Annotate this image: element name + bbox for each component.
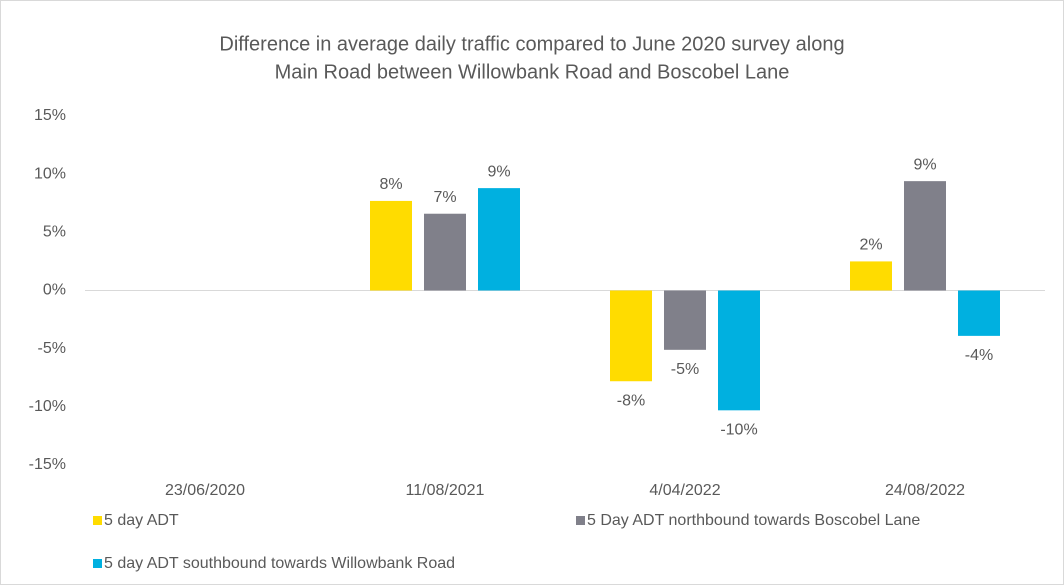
data-label: 7% [433,189,456,206]
y-tick-label: 10% [34,165,66,182]
data-label: 9% [487,163,510,180]
legend-swatch [93,559,102,568]
y-tick-label: -10% [29,398,66,415]
bar [478,188,520,291]
bar [718,290,760,411]
bar [610,290,652,382]
y-tick-label: -15% [29,456,66,473]
bar [958,290,1000,336]
bar [664,290,706,350]
bar [850,261,892,291]
data-label: -8% [617,392,645,409]
x-tick-label: 23/06/2020 [165,482,245,499]
data-label: -4% [965,347,993,364]
bar [370,200,412,291]
y-tick-label: -5% [38,340,66,357]
chart-title: Main Road between Willowbank Road and Bo… [275,61,790,83]
chart-title: Difference in average daily traffic comp… [219,33,844,55]
data-label: -5% [671,361,699,378]
bar [424,213,466,291]
y-tick-label: 15% [34,107,66,124]
data-label: 9% [913,156,936,173]
legend-label: 5 day ADT southbound towards Willowbank … [104,555,455,572]
data-label: 8% [379,176,402,193]
legend-label: 5 day ADT [104,512,179,529]
bar [904,181,946,291]
legend-swatch [576,516,585,525]
legend-label: 5 Day ADT northbound towards Boscobel La… [587,512,920,529]
x-tick-label: 24/08/2022 [885,482,965,499]
x-tick-label: 11/08/2021 [406,482,485,499]
legend-swatch [93,516,102,525]
y-tick-label: 5% [43,224,66,241]
data-label: -10% [720,422,757,439]
x-tick-label: 4/04/2022 [649,482,720,499]
y-tick-label: 0% [43,282,66,299]
data-label: 2% [859,237,882,254]
